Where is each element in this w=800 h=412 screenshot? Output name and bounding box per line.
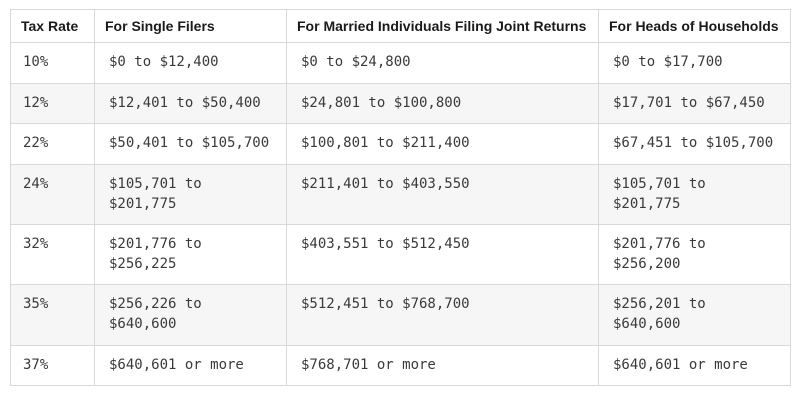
cell-heads-households: $0 to $17,700 xyxy=(598,42,791,84)
cell-tax-rate: 22% xyxy=(10,123,95,165)
table-row: 32% $201,776 to $256,225 $403,551 to $51… xyxy=(10,224,791,286)
cell-heads-households: $201,776 to $256,200 xyxy=(598,224,791,286)
col-header-tax-rate: Tax Rate xyxy=(10,8,95,44)
cell-tax-rate: 12% xyxy=(10,82,95,125)
cell-married-joint: $512,451 to $768,700 xyxy=(286,284,599,346)
cell-married-joint: $0 to $24,800 xyxy=(286,42,599,84)
cell-tax-rate: 37% xyxy=(10,344,95,387)
col-header-married-joint: For Married Individuals Filing Joint Ret… xyxy=(286,8,599,44)
cell-heads-households: $105,701 to $201,775 xyxy=(598,163,791,226)
cell-married-joint: $403,551 to $512,450 xyxy=(286,224,599,286)
cell-tax-rate: 10% xyxy=(10,42,95,84)
table-row: 37% $640,601 or more $768,701 or more $6… xyxy=(10,344,791,387)
cell-single-filers: $640,601 or more xyxy=(94,344,287,387)
table-row: 35% $256,226 to $640,600 $512,451 to $76… xyxy=(10,284,791,346)
cell-single-filers: $50,401 to $105,700 xyxy=(94,123,287,165)
table-row: 24% $105,701 to $201,775 $211,401 to $40… xyxy=(10,163,791,226)
cell-married-joint: $211,401 to $403,550 xyxy=(286,163,599,226)
cell-heads-households: $17,701 to $67,450 xyxy=(598,82,791,125)
header-row: Tax Rate For Single Filers For Married I… xyxy=(10,8,791,44)
cell-heads-households: $67,451 to $105,700 xyxy=(598,123,791,165)
col-header-heads-households: For Heads of Households xyxy=(598,8,791,44)
table-row: 10% $0 to $12,400 $0 to $24,800 $0 to $1… xyxy=(10,42,791,84)
table-row: 22% $50,401 to $105,700 $100,801 to $211… xyxy=(10,123,791,165)
cell-heads-households: $256,201 to $640,600 xyxy=(598,284,791,346)
table-body: 10% $0 to $12,400 $0 to $24,800 $0 to $1… xyxy=(10,42,791,387)
cell-tax-rate: 35% xyxy=(10,284,95,346)
cell-single-filers: $201,776 to $256,225 xyxy=(94,224,287,286)
cell-single-filers: $256,226 to $640,600 xyxy=(94,284,287,346)
tax-rate-table: Tax Rate For Single Filers For Married I… xyxy=(10,8,791,387)
cell-single-filers: $0 to $12,400 xyxy=(94,42,287,84)
col-header-single-filers: For Single Filers xyxy=(94,8,287,44)
cell-married-joint: $24,801 to $100,800 xyxy=(286,82,599,125)
cell-tax-rate: 32% xyxy=(10,224,95,286)
cell-tax-rate: 24% xyxy=(10,163,95,226)
cell-heads-households: $640,601 or more xyxy=(598,344,791,387)
cell-single-filers: $12,401 to $50,400 xyxy=(94,82,287,125)
cell-married-joint: $100,801 to $211,400 xyxy=(286,123,599,165)
table-row: 12% $12,401 to $50,400 $24,801 to $100,8… xyxy=(10,82,791,125)
cell-single-filers: $105,701 to $201,775 xyxy=(94,163,287,226)
cell-married-joint: $768,701 or more xyxy=(286,344,599,387)
